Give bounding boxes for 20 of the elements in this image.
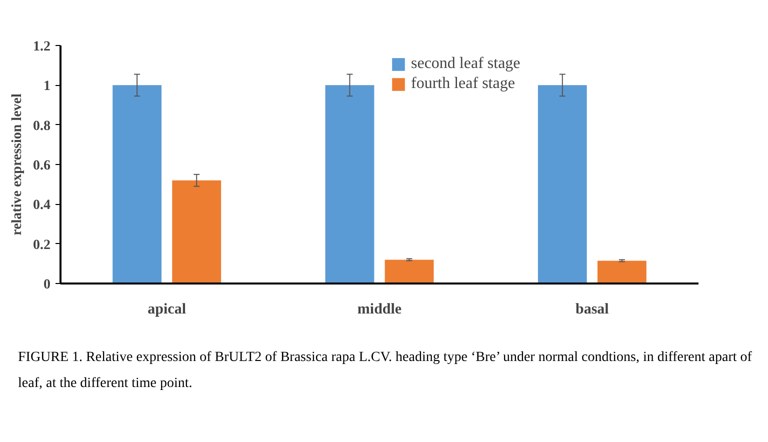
y-tick-label: 0.8 (33, 118, 50, 134)
y-tick-label: 1.2 (33, 40, 50, 54)
bar (172, 180, 222, 284)
bar (538, 85, 587, 284)
bar (325, 85, 374, 284)
legend-label: second leaf stage (411, 55, 520, 73)
bar (597, 260, 646, 284)
y-tick-label: 0.6 (33, 158, 50, 174)
x-tick-label: apical (148, 302, 186, 318)
legend-label: fourth leaf stage (411, 75, 515, 93)
x-tick-label: basal (575, 302, 609, 318)
y-tick-label: 1 (44, 79, 50, 94)
caption: FIGURE 1. Relative expression of BrULT2 of Brassica rapa L.CV. heading type ‘Bre’ under normal condtions, in different apart of leaf, at the different time point. (18, 349, 753, 393)
bar (112, 85, 162, 284)
y-tick-label: 0.2 (33, 238, 50, 253)
y-tick-label: 0 (44, 278, 50, 292)
y-tick-label: 0.4 (33, 198, 50, 214)
y-axis-title: relative expression level (10, 94, 25, 236)
bar (384, 260, 434, 284)
x-tick-label: middle (357, 302, 402, 318)
